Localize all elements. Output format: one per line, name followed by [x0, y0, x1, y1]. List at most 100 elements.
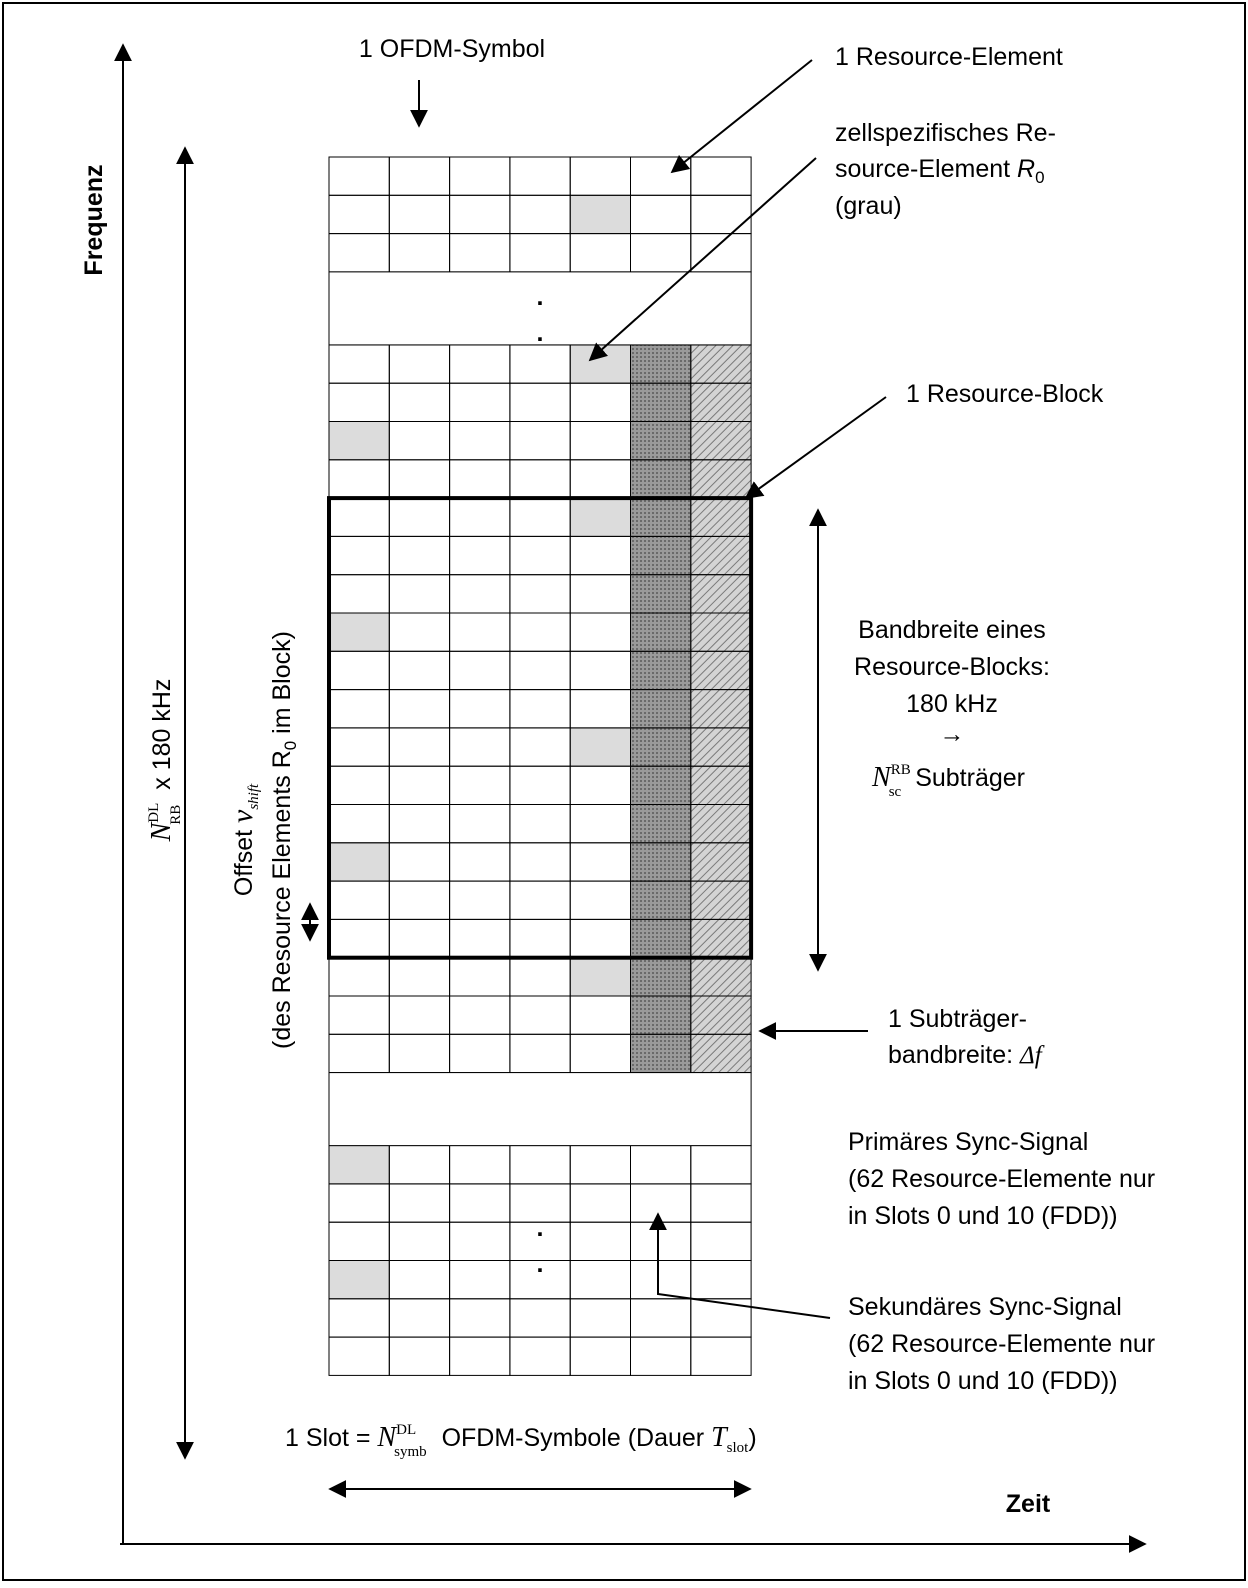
- resource-element: [509, 1145, 571, 1185]
- resource-element: [630, 1336, 692, 1376]
- resource-element: [388, 1221, 451, 1261]
- resource-element: [328, 1033, 390, 1074]
- resource-element: [328, 344, 390, 384]
- ellipsis-dot: .: [537, 283, 544, 311]
- resource-element: [569, 995, 632, 1035]
- bandwidth-line2: Resource-Blocks:: [854, 653, 1050, 681]
- resource-element: [328, 459, 390, 499]
- cell-specific-line1: zellspezifisches Re-: [835, 119, 1056, 147]
- resource-element: [449, 689, 511, 729]
- primary-sync-line2: (62 Resource-Elemente nur: [848, 1165, 1155, 1193]
- resource-element: [388, 421, 451, 461]
- resource-element: [328, 194, 390, 235]
- secondary-sync-column: [630, 344, 691, 1073]
- resource-element: [328, 957, 390, 997]
- resource-element: [328, 1298, 390, 1338]
- reference-signal-cell: [329, 1145, 390, 1184]
- resource-element: [509, 497, 571, 537]
- resource-element: [449, 1260, 511, 1300]
- resource-element: [449, 765, 511, 806]
- resource-element: [509, 995, 571, 1035]
- resource-element: [388, 918, 451, 959]
- svg-text:(des Resource Elements R0 im B: (des Resource Elements R0 im Block): [268, 631, 300, 1049]
- bandwidth-subcarrier: NRB sc Subträger: [871, 762, 1025, 800]
- resource-element: [388, 650, 451, 691]
- resource-element: [569, 233, 632, 273]
- resource-element: [388, 1033, 451, 1074]
- resource-element: [569, 1145, 632, 1185]
- resource-element: [388, 1298, 451, 1338]
- resource-element: [388, 995, 451, 1035]
- resource-element: [449, 382, 511, 423]
- ellipsis-dot: .: [537, 1250, 544, 1278]
- resource-element: [388, 233, 451, 273]
- resource-element: [449, 535, 511, 576]
- reference-signal-cell: [570, 727, 631, 767]
- resource-element: [328, 1183, 390, 1223]
- resource-element: [630, 1145, 692, 1185]
- reference-signal-cell: [329, 842, 390, 882]
- resource-element: [449, 156, 511, 196]
- resource-element: [449, 344, 511, 384]
- bandwidth-line3: 180 kHz: [906, 690, 998, 718]
- resource-element: [509, 765, 571, 806]
- resource-element: [328, 233, 390, 273]
- resource-element: [388, 1145, 451, 1185]
- ellipsis-band: [328, 271, 752, 346]
- secondary-sync-arrow: [649, 1212, 831, 1319]
- resource-element: [328, 535, 390, 576]
- reference-signal-cell: [329, 613, 390, 652]
- resource-element: [449, 995, 511, 1035]
- resource-element: [569, 459, 632, 499]
- resource-element: [449, 1183, 511, 1223]
- resource-element: [328, 650, 390, 691]
- resource-element: [328, 1221, 390, 1261]
- resource-element: [449, 842, 511, 882]
- resource-element: [569, 1221, 632, 1261]
- resource-element-label: 1 Resource-Element: [835, 43, 1063, 71]
- resource-element: [328, 497, 390, 537]
- resource-element: [630, 1298, 692, 1338]
- resource-element: [509, 650, 571, 691]
- ellipsis-dot: .: [537, 319, 544, 347]
- resource-element: [509, 194, 571, 235]
- resource-element: [509, 344, 571, 384]
- resource-element: [690, 156, 752, 196]
- secondary-sync-line2: (62 Resource-Elemente nur: [848, 1330, 1155, 1358]
- resource-element: [449, 880, 511, 920]
- cell-specific-line3: (grau): [835, 192, 902, 220]
- resource-element: [388, 880, 451, 920]
- resource-element: [449, 1221, 511, 1261]
- resource-element: [569, 880, 632, 920]
- frequency-axis-label: Frequenz: [80, 164, 108, 275]
- resource-element: [509, 689, 571, 729]
- reference-signal-cell: [570, 957, 631, 996]
- resource-element: [509, 382, 571, 423]
- resource-element: [328, 689, 390, 729]
- resource-element: [449, 1336, 511, 1376]
- primary-sync-column: [690, 344, 752, 1073]
- resource-element: [388, 1336, 451, 1376]
- resource-block-arrow: [744, 396, 887, 500]
- resource-element: [449, 804, 511, 844]
- resource-element: [509, 459, 571, 499]
- resource-element: [449, 459, 511, 499]
- resource-element: [569, 650, 632, 691]
- resource-element: [569, 765, 632, 806]
- resource-grid: [328, 156, 752, 1376]
- resource-element: [449, 1298, 511, 1338]
- time-axis-label: Zeit: [1006, 1490, 1051, 1518]
- resource-element: [569, 612, 632, 652]
- reference-signal-cell: [329, 421, 390, 460]
- resource-element: [569, 1183, 632, 1223]
- resource-element: [509, 612, 571, 652]
- total-bandwidth-label: NDL RB x 180 kHz: [146, 679, 184, 843]
- resource-element: [449, 574, 511, 614]
- offset-label: Offset νshift (des Resource Elements R0 …: [226, 631, 300, 1049]
- resource-element: [569, 421, 632, 461]
- resource-element: [630, 194, 692, 235]
- resource-element: [449, 194, 511, 235]
